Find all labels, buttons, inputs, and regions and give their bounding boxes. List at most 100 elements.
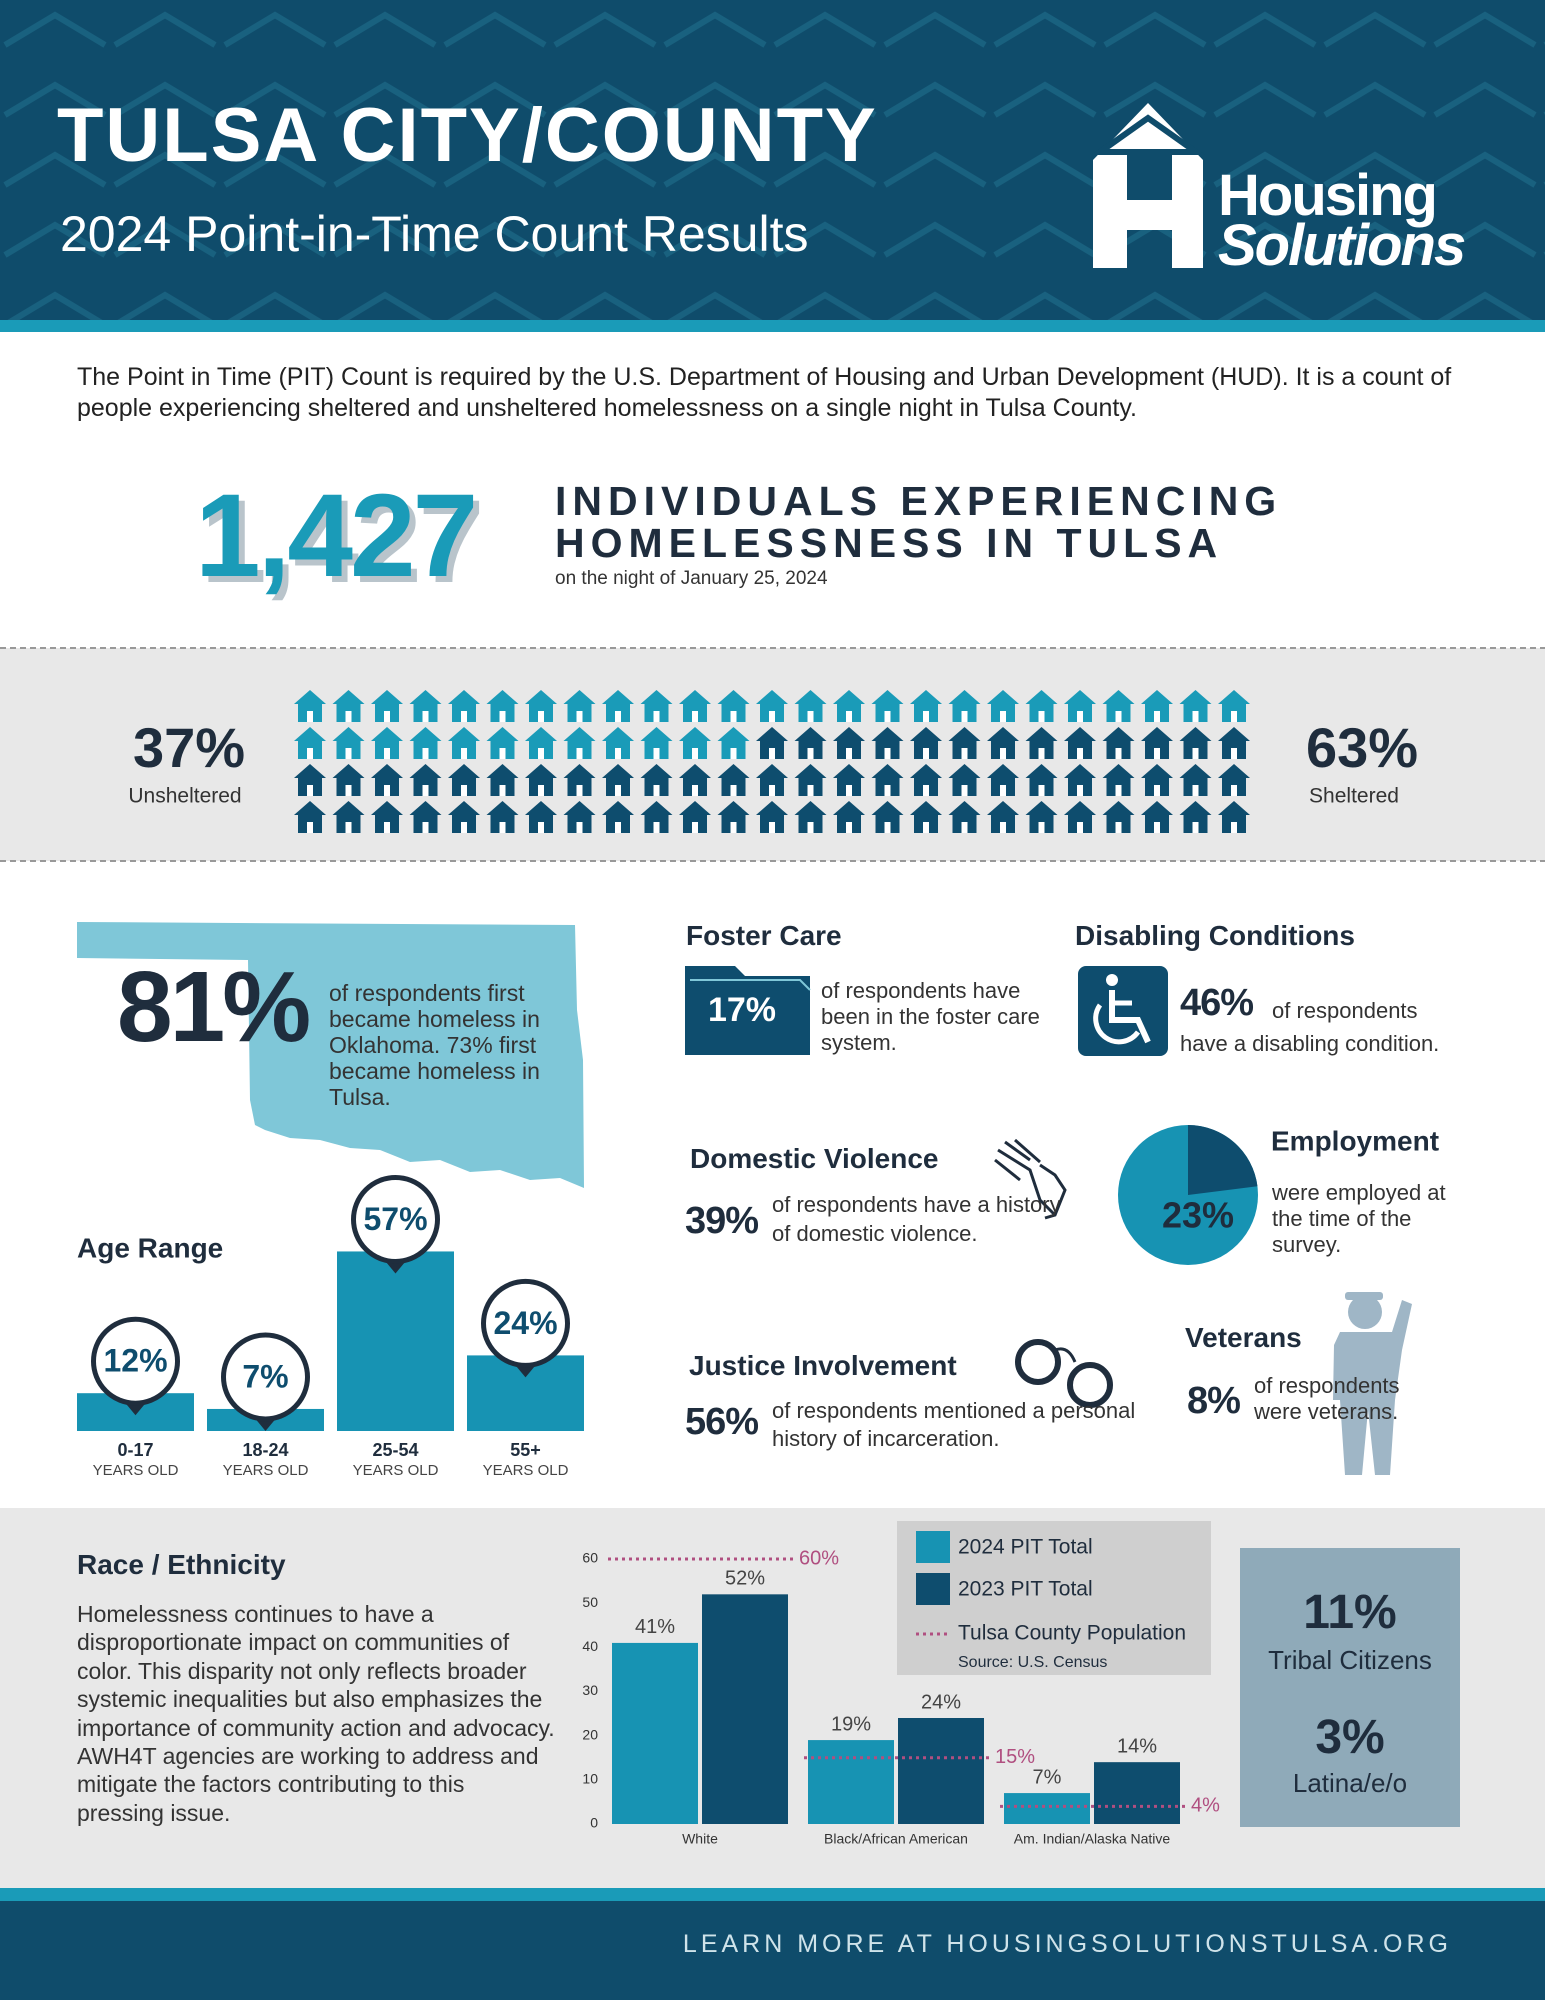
veteran-silhouette (1333, 1292, 1412, 1475)
y-tick-label: 20 (582, 1726, 598, 1742)
house-door (653, 711, 660, 722)
total-heading: HOMELESSNESS IN TULSA (555, 520, 1224, 566)
house-door (499, 711, 506, 722)
house-shape (332, 764, 365, 796)
house-icon (1179, 727, 1212, 759)
tribal-value: 11% (1303, 1586, 1397, 1639)
house-shape (987, 690, 1019, 722)
house-icon (409, 801, 442, 833)
house-icon (1179, 690, 1212, 722)
house-shape (717, 690, 750, 722)
house-shape (833, 690, 865, 722)
house-shape (987, 727, 1019, 759)
house-door (923, 822, 929, 833)
house-door (384, 711, 390, 722)
house-shape (794, 727, 827, 759)
house-shape (294, 690, 326, 722)
house-shape (602, 764, 634, 796)
house-icon (833, 801, 865, 833)
house-door (807, 785, 814, 796)
house-door (307, 822, 313, 833)
house-shape (332, 690, 365, 722)
house-door (769, 785, 775, 796)
house-icon (794, 801, 827, 833)
house-shape (717, 727, 750, 759)
house-icon (409, 764, 442, 796)
house-shape (409, 727, 442, 759)
house-icon (1218, 690, 1250, 722)
house-icon (987, 764, 1019, 796)
house-door (576, 748, 583, 759)
y-tick-label: 10 (582, 1771, 598, 1787)
house-icon (294, 727, 326, 759)
house-icon (371, 764, 403, 796)
house-icon (294, 690, 326, 722)
source-note: Source: U.S. Census (958, 1654, 1107, 1671)
house-icon (1218, 764, 1250, 796)
house-door (615, 822, 621, 833)
house-door (653, 748, 660, 759)
house-icon (486, 801, 519, 833)
house-icon (756, 690, 788, 722)
house-door (461, 785, 467, 796)
x-tick-label: Black/African American (824, 1831, 968, 1847)
house-icon (640, 764, 673, 796)
house-shape (1025, 727, 1058, 759)
subtitle: 2024 Point-in-Time Count Results (60, 206, 809, 262)
category-note: YEARS OLD (353, 1462, 439, 1479)
house-door (345, 822, 352, 833)
house-door (769, 822, 775, 833)
house-shape (794, 801, 827, 833)
section-text: of respondents mentioned a personal hist… (772, 1398, 1136, 1451)
house-door (884, 822, 891, 833)
house-shape (871, 690, 904, 722)
section-text: of respondents (1272, 998, 1418, 1023)
house-icon (1102, 690, 1135, 722)
house-door (1115, 822, 1122, 833)
house-icon (871, 727, 904, 759)
house-icon (1141, 727, 1173, 759)
house-shape (833, 764, 865, 796)
bar (898, 1718, 984, 1824)
category-label: 18-24 (242, 1440, 288, 1460)
house-icon (640, 690, 673, 722)
oklahoma-value: 81% (117, 951, 311, 1063)
house-icon (294, 801, 326, 833)
reference-label: 4% (1191, 1795, 1220, 1817)
house-shape (756, 764, 788, 796)
house-shape (640, 764, 673, 796)
category-label: 25-54 (372, 1440, 418, 1460)
house-shape (563, 690, 596, 722)
house-shape (1102, 727, 1135, 759)
tribal-label: Tribal Citizens (1268, 1645, 1432, 1675)
section-text: of respondents have been in the foster c… (821, 978, 1040, 1055)
oklahoma-text: of respondents first became homeless in … (329, 980, 540, 1110)
category-label: 0-17 (117, 1440, 153, 1460)
house-door (1000, 822, 1006, 833)
house-door (961, 822, 968, 833)
wheelchair-icon (1078, 966, 1168, 1056)
value-label: 12% (103, 1343, 167, 1379)
section-value: 56% (685, 1401, 759, 1443)
house-door (1038, 785, 1045, 796)
house-shape (371, 801, 403, 833)
house-door (961, 711, 968, 722)
category-note: YEARS OLD (93, 1462, 179, 1479)
house-door (846, 711, 852, 722)
house-door (422, 748, 429, 759)
footer-stripe (0, 1888, 1545, 1901)
house-shape (1141, 764, 1173, 796)
house-door (422, 785, 429, 796)
house-door (1192, 748, 1199, 759)
house-icon (1025, 801, 1058, 833)
value-label: 7% (1033, 1766, 1062, 1788)
house-icon (1141, 801, 1173, 833)
house-door (884, 711, 891, 722)
house-door (692, 711, 698, 722)
category-note: YEARS OLD (483, 1462, 569, 1479)
house-icon (1064, 801, 1096, 833)
house-door (653, 822, 660, 833)
house-icon (409, 727, 442, 759)
house-shape (1218, 727, 1250, 759)
